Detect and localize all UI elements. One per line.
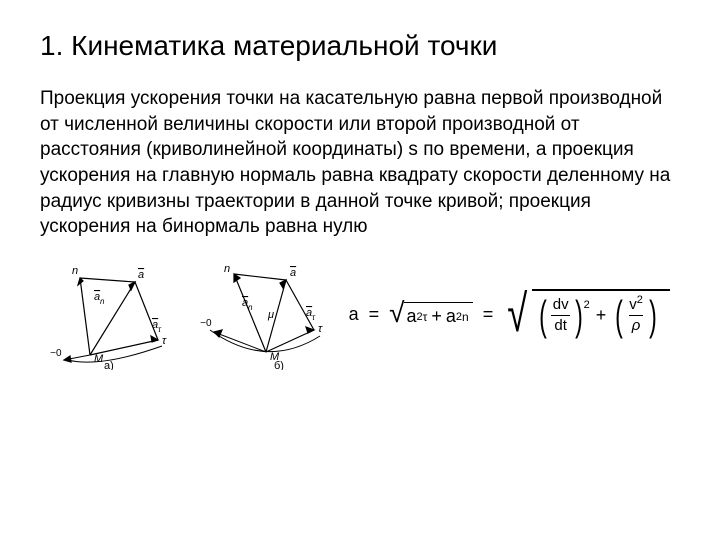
a-n: a bbox=[446, 306, 456, 327]
svg-text:n: n bbox=[224, 263, 230, 275]
svg-text:τ: τ bbox=[312, 313, 316, 322]
svg-text:τ: τ bbox=[162, 335, 167, 347]
page-title: 1. Кинематика материальной точки bbox=[40, 30, 680, 62]
a-tau: a bbox=[406, 306, 416, 327]
svg-text:τ: τ bbox=[158, 325, 162, 334]
dv: dv bbox=[550, 297, 572, 316]
formula-eq: = bbox=[369, 304, 380, 325]
formula-lhs: a bbox=[349, 304, 359, 325]
body-paragraph: Проекция ускорения точки на касательную … bbox=[40, 86, 680, 240]
diagram-row: n an a aτ τ M 0− a) n an a μ bbox=[40, 260, 680, 370]
vector-diagram-b: n an a μ aτ τ M 0− б) bbox=[194, 260, 324, 370]
svg-text:0: 0 bbox=[56, 348, 62, 359]
sqrt-first: √ a2τ + a2n bbox=[389, 301, 473, 329]
rho: ρ bbox=[629, 315, 644, 335]
svg-text:a: a bbox=[290, 267, 296, 279]
svg-text:−: − bbox=[200, 318, 206, 329]
acceleration-formula: a = √ a2τ + a2n = √ ( dv dt bbox=[349, 289, 670, 341]
svg-text:a: a bbox=[138, 269, 144, 281]
term-vrho: ( v2 ρ ) 2 bbox=[612, 297, 664, 335]
svg-text:n: n bbox=[248, 303, 253, 312]
svg-text:0: 0 bbox=[206, 318, 212, 329]
plus-2: + bbox=[596, 305, 607, 326]
term-dvdt: ( dv dt ) 2 bbox=[536, 297, 590, 335]
dt: dt bbox=[551, 315, 570, 335]
v: v bbox=[629, 296, 637, 313]
svg-text:M: M bbox=[94, 353, 104, 365]
svg-text:a): a) bbox=[104, 360, 114, 370]
sqrt-second: √ ( dv dt ) 2 + ( bbox=[503, 289, 670, 341]
svg-text:−: − bbox=[50, 348, 56, 359]
exp-v: 2 bbox=[637, 294, 643, 306]
svg-text:n: n bbox=[72, 265, 78, 277]
plus-1: + bbox=[431, 306, 442, 327]
svg-text:n: n bbox=[100, 297, 105, 306]
formula-eq2: = bbox=[483, 304, 494, 325]
svg-text:б): б) bbox=[274, 360, 284, 370]
vector-diagram-a: n an a aτ τ M 0− a) bbox=[50, 260, 170, 370]
svg-text:μ: μ bbox=[267, 309, 274, 321]
svg-text:τ: τ bbox=[318, 323, 323, 335]
exp-3: 2 bbox=[584, 299, 590, 311]
